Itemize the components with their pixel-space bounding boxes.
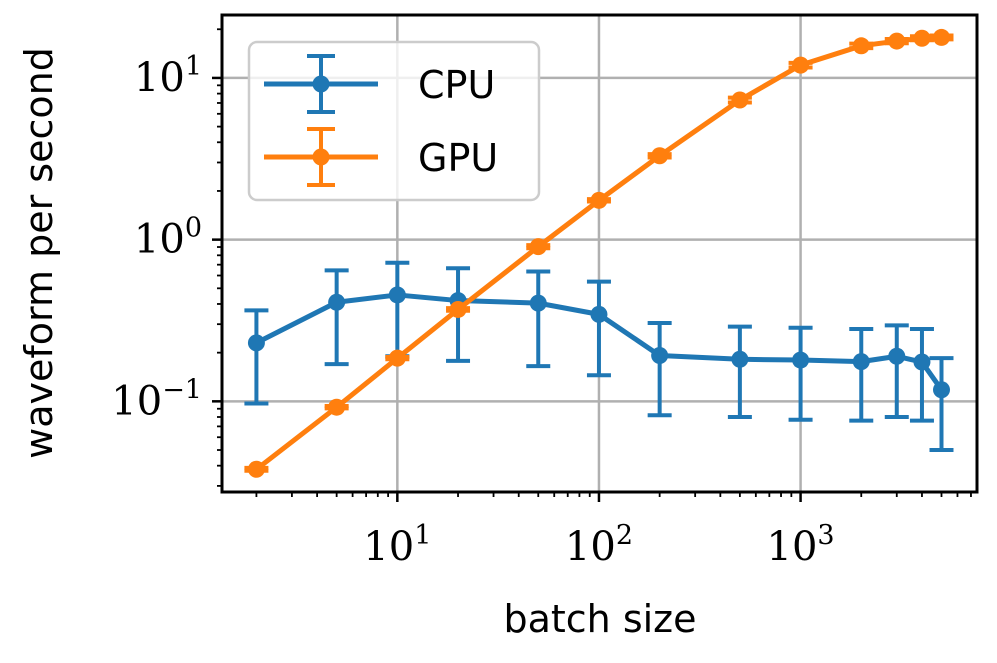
y-tick-labels: 10−1 100 101 <box>111 51 202 424</box>
cpu-point <box>651 347 669 365</box>
gpu-point <box>449 300 467 318</box>
gpu-point <box>247 460 265 478</box>
cpu-errorbar <box>586 279 611 378</box>
x-axis-title: batch size <box>503 597 696 641</box>
x-tick-label: 101 <box>363 520 431 570</box>
gpu-point <box>328 398 346 416</box>
gpu-point <box>852 37 870 55</box>
cpu-point <box>529 294 547 312</box>
cpu-errorbar <box>788 325 813 422</box>
gpu-point <box>388 349 406 367</box>
cpu-point <box>247 334 265 352</box>
gpu-point <box>792 56 810 74</box>
cpu-point <box>932 381 950 399</box>
x-tick-label: 102 <box>565 520 633 570</box>
gpu-point <box>590 191 608 209</box>
x-tick-label: 103 <box>767 520 835 570</box>
y-tick-label: 10−1 <box>111 374 202 424</box>
legend: CPU GPU <box>247 40 541 202</box>
plot-frame <box>220 13 979 494</box>
gpu-point <box>888 32 906 50</box>
legend-entry-cpu: CPU <box>264 54 495 114</box>
cpu-errorbar <box>909 327 934 423</box>
y-axis-title: waveform per second <box>17 47 61 459</box>
cpu-errorbar <box>526 269 551 369</box>
legend-marker-cpu <box>312 75 330 93</box>
cpu-errorbar <box>849 327 874 423</box>
gpu-point <box>651 147 669 165</box>
cpu-errorbar <box>884 323 909 420</box>
x-tick-labels: 101 102 103 <box>363 520 834 570</box>
y-tick-label: 101 <box>134 51 202 101</box>
cpu-errorbar <box>727 324 752 420</box>
cpu-point <box>913 353 931 371</box>
cpu-point <box>590 305 608 323</box>
cpu-point <box>852 353 870 371</box>
cpu-errorbar <box>324 268 349 367</box>
gpu-point <box>913 29 931 47</box>
cpu-point <box>731 350 749 368</box>
legend-entry-gpu: GPU <box>264 127 498 187</box>
legend-label-gpu: GPU <box>418 136 498 180</box>
cpu-errorbar <box>929 356 954 453</box>
gpu-series <box>244 28 954 478</box>
gpu-point <box>731 91 749 109</box>
legend-label-cpu: CPU <box>418 63 495 107</box>
cpu-errorbar <box>647 321 672 418</box>
cpu-errorbar <box>244 308 269 406</box>
y-tick-label: 100 <box>134 213 202 263</box>
cpu-point <box>328 293 346 311</box>
cpu-point <box>888 347 906 365</box>
cpu-point <box>388 286 406 304</box>
gpu-point <box>529 238 547 256</box>
legend-marker-gpu <box>312 148 330 166</box>
series-layer <box>244 28 954 478</box>
cpu-series <box>244 260 954 453</box>
cpu-point <box>792 351 810 369</box>
major-ticks <box>212 76 802 502</box>
gpu-point <box>932 28 950 46</box>
